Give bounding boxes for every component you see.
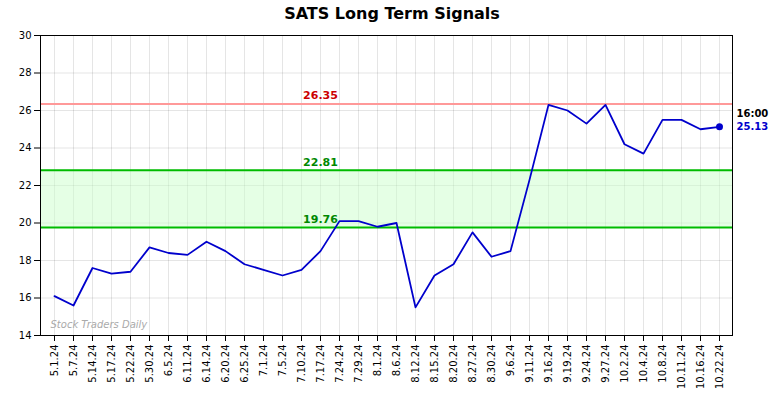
svg-text:7.1.24: 7.1.24 bbox=[258, 345, 269, 377]
svg-text:26: 26 bbox=[19, 105, 32, 116]
svg-text:7.5.24: 7.5.24 bbox=[277, 345, 288, 377]
svg-text:9.24.24: 9.24.24 bbox=[581, 345, 592, 383]
svg-text:5.1.24: 5.1.24 bbox=[49, 345, 60, 377]
svg-text:9.19.24: 9.19.24 bbox=[562, 345, 573, 383]
svg-text:30: 30 bbox=[19, 30, 32, 41]
svg-text:16: 16 bbox=[19, 292, 32, 303]
svg-text:5.17.24: 5.17.24 bbox=[106, 345, 117, 383]
svg-text:8.1.24: 8.1.24 bbox=[372, 345, 383, 377]
svg-text:8.20.24: 8.20.24 bbox=[448, 345, 459, 383]
svg-text:5.30.24: 5.30.24 bbox=[144, 345, 155, 383]
svg-text:8.27.24: 8.27.24 bbox=[467, 345, 478, 383]
svg-text:5.7.24: 5.7.24 bbox=[68, 345, 79, 377]
html-text:SATS Long Term Signals: SATS Long Term Signals bbox=[284, 4, 500, 23]
svg-text:6.5.24: 6.5.24 bbox=[163, 345, 174, 377]
svg-text:9.11.24: 9.11.24 bbox=[524, 345, 535, 383]
svg-text:8.6.24: 8.6.24 bbox=[391, 345, 402, 377]
svg-text:8.15.24: 8.15.24 bbox=[429, 345, 440, 383]
svg-text:10.22.24: 10.22.24 bbox=[714, 345, 725, 390]
svg-text:16:00: 16:00 bbox=[737, 108, 769, 119]
svg-text:7.24.24: 7.24.24 bbox=[334, 345, 345, 383]
svg-text:6.11.24: 6.11.24 bbox=[182, 345, 193, 383]
svg-text:6.20.24: 6.20.24 bbox=[220, 345, 231, 383]
svg-text:18: 18 bbox=[19, 255, 32, 266]
svg-text:8.30.24: 8.30.24 bbox=[486, 345, 497, 383]
svg-text:10.11.24: 10.11.24 bbox=[676, 345, 687, 390]
svg-text:22.81: 22.81 bbox=[303, 156, 338, 169]
svg-text:6.25.24: 6.25.24 bbox=[239, 345, 250, 383]
svg-text:9.6.24: 9.6.24 bbox=[505, 345, 516, 377]
svg-text:10.8.24: 10.8.24 bbox=[657, 345, 668, 383]
svg-text:5.22.24: 5.22.24 bbox=[125, 345, 136, 383]
svg-text:10.2.24: 10.2.24 bbox=[619, 345, 630, 383]
svg-text:8.12.24: 8.12.24 bbox=[410, 345, 421, 383]
svg-text:28: 28 bbox=[19, 67, 32, 78]
svg-text:24: 24 bbox=[19, 142, 32, 153]
svg-text:25.13: 25.13 bbox=[737, 121, 769, 132]
svg-text:10.16.24: 10.16.24 bbox=[695, 345, 706, 390]
svg-text:20: 20 bbox=[19, 217, 32, 228]
svg-text:14: 14 bbox=[19, 330, 32, 341]
svg-text:19.76: 19.76 bbox=[303, 213, 338, 226]
svg-text:9.16.24: 9.16.24 bbox=[543, 345, 554, 383]
svg-text:9.27.24: 9.27.24 bbox=[600, 345, 611, 383]
svg-text:5.14.24: 5.14.24 bbox=[87, 345, 98, 383]
svg-text:22: 22 bbox=[19, 180, 32, 191]
svg-text:7.29.24: 7.29.24 bbox=[353, 345, 364, 383]
svg-text:26.35: 26.35 bbox=[303, 89, 338, 102]
svg-text:7.10.24: 7.10.24 bbox=[296, 345, 307, 383]
svg-text:6.14.24: 6.14.24 bbox=[201, 345, 212, 383]
svg-text:Stock Traders Daily: Stock Traders Daily bbox=[51, 319, 149, 330]
svg-text:7.17.24: 7.17.24 bbox=[315, 345, 326, 383]
svg-text:10.4.24: 10.4.24 bbox=[638, 345, 649, 383]
